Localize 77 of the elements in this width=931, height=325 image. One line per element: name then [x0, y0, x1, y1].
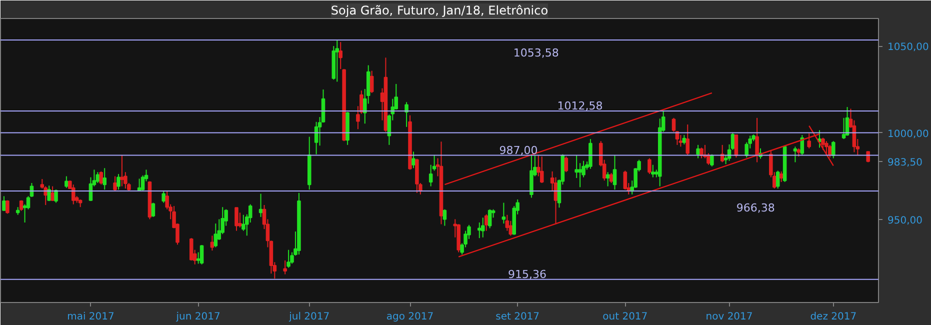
- y-tick-label: 1000,00: [888, 128, 929, 140]
- candlestick: [793, 146, 798, 163]
- candlestick: [258, 193, 263, 218]
- candlestick: [686, 124, 690, 156]
- candlestick: [606, 172, 610, 187]
- candlestick: [54, 189, 58, 204]
- candlestick: [151, 202, 156, 218]
- candlestick: [189, 238, 194, 261]
- candlestick: [696, 144, 700, 159]
- candlestick: [428, 164, 433, 187]
- candlestick: [120, 154, 124, 187]
- x-tick-label: out 2017: [602, 312, 648, 322]
- candlestick: [842, 117, 846, 140]
- candlestick: [488, 208, 492, 229]
- candlestick: [648, 158, 652, 175]
- candlestick: [609, 172, 614, 184]
- candlestick: [338, 42, 342, 70]
- ref-line-label: 966,38: [736, 202, 775, 215]
- candlestick: [530, 154, 534, 198]
- candlestick: [478, 222, 482, 239]
- ref-line-label: 1053,58: [513, 46, 559, 60]
- x-tick-label: set 2017: [496, 312, 540, 322]
- candlestick: [821, 137, 825, 150]
- candlestick: [442, 208, 447, 226]
- candlestick: [6, 200, 10, 214]
- candlestick: [335, 40, 340, 82]
- x-tick-label: mai 2017: [67, 312, 114, 322]
- y-tick-label: 950,00: [888, 215, 922, 226]
- candlestick: [234, 207, 238, 232]
- candlestick: [540, 156, 544, 184]
- candlestick: [242, 214, 246, 232]
- candlestick: [612, 154, 617, 190]
- chart-title: Soja Grão, Futuro, Jan/18, Eletrônico: [330, 4, 548, 18]
- candlestick: [370, 70, 374, 94]
- candlestick: [734, 134, 738, 158]
- ref-line-label: 987,00: [499, 144, 538, 157]
- candlestick: [505, 214, 510, 232]
- candlestick: [564, 156, 568, 173]
- candlestick: [64, 176, 68, 188]
- candlestick: [71, 184, 76, 205]
- candlestick: [283, 260, 287, 275]
- ref-line-label: 915,36: [508, 268, 547, 281]
- candlestick: [623, 170, 628, 190]
- candlestick: [824, 140, 828, 156]
- candlestick: [162, 190, 166, 204]
- x-tick-label: jun 2017: [175, 312, 220, 322]
- candlestick: [651, 164, 655, 178]
- candlestick: [2, 196, 6, 212]
- candlestick: [588, 138, 592, 170]
- candlestick: [404, 102, 408, 128]
- candlestick: [113, 176, 117, 192]
- candlestick: [200, 244, 204, 265]
- candlestick: [678, 134, 683, 148]
- candlestick: [776, 170, 780, 190]
- candlestick: [574, 154, 578, 178]
- candlestick: [102, 168, 106, 190]
- candlestick: [502, 202, 506, 224]
- candlestick: [286, 249, 290, 268]
- candlestick: [50, 186, 54, 202]
- candlestick: [210, 235, 214, 252]
- candlestick: [700, 147, 704, 159]
- candlestick: [779, 170, 784, 182]
- x-tick-label: dez 2017: [810, 312, 857, 322]
- candlestick: [480, 217, 485, 238]
- ref-line-label: 1012,58: [557, 100, 603, 113]
- candlestick: [412, 151, 416, 169]
- candlestick: [831, 140, 836, 159]
- y-tick-label: 1050,00: [888, 42, 929, 54]
- candlestick: [96, 172, 100, 184]
- x-tick-label: jul 2017: [288, 312, 330, 322]
- y-tick-label: 983,50: [888, 157, 922, 168]
- x-tick-label: nov 2017: [706, 312, 753, 322]
- candlestick: [578, 162, 582, 188]
- x-tick-label: ago 2017: [386, 312, 434, 322]
- candlestick: [710, 154, 714, 167]
- candlestick: [116, 174, 120, 190]
- candlestick: [484, 214, 488, 232]
